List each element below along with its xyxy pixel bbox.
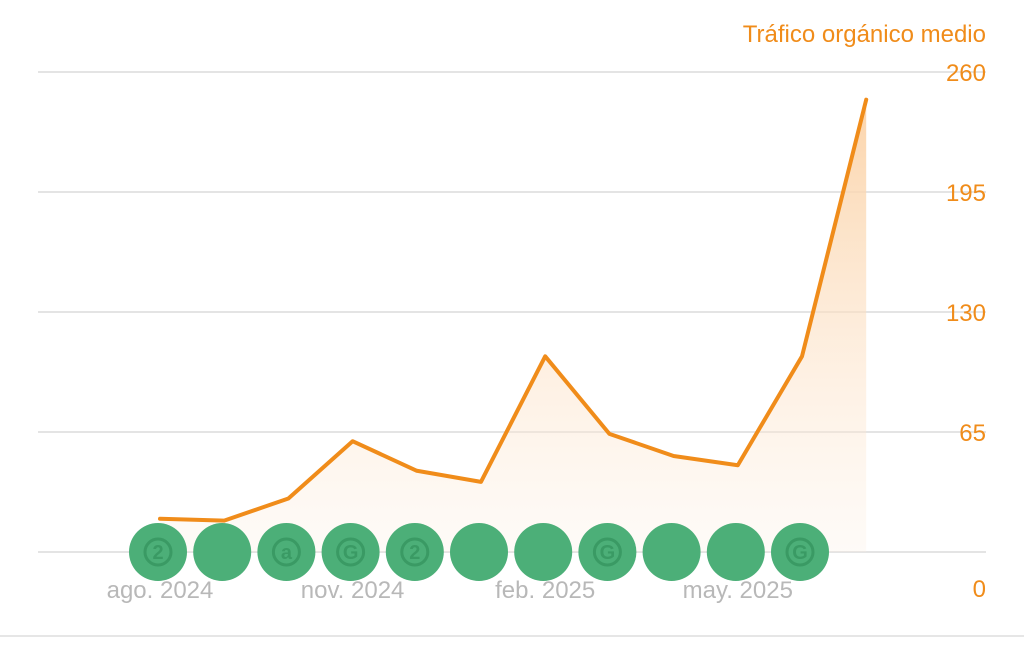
- annotation-marker: [193, 523, 252, 581]
- y-tick-label: 195: [946, 180, 986, 207]
- area-fill: [160, 99, 867, 552]
- letter-g-icon: [771, 523, 829, 581]
- annotation-marker: 2: [129, 523, 187, 581]
- x-tick-label: feb. 2025: [495, 577, 595, 604]
- marker-glyph-ring: [336, 537, 366, 567]
- annotation-marker: a: [257, 523, 316, 581]
- y-tick-label: 130: [946, 300, 986, 327]
- letter-g-icon: [578, 523, 637, 581]
- annotation-marker: [642, 523, 701, 581]
- marker-glyph: 2: [152, 542, 163, 564]
- x-tick-label: ago. 2024: [107, 577, 214, 604]
- annotation-marker: [450, 523, 508, 581]
- plain-circle-icon: [514, 523, 573, 581]
- marker-glyph: G: [343, 542, 359, 564]
- digit-2-icon: [385, 523, 444, 581]
- x-tick-labels: ago. 2024 nov. 2024 feb. 2025 may. 2025: [107, 577, 793, 604]
- x-tick-label: nov. 2024: [301, 577, 405, 604]
- y-tick-labels: 0 65 130 195 260: [946, 60, 986, 603]
- plain-circle-icon: [450, 523, 508, 581]
- marker-glyph: G: [792, 542, 808, 564]
- plain-circle-icon: [193, 523, 252, 581]
- series-line-group: [158, 97, 869, 523]
- annotation-marker: 2: [385, 523, 444, 581]
- annotation-marker: [514, 523, 573, 581]
- marker-glyph-ring: [271, 537, 301, 567]
- digit-2-icon: [129, 523, 187, 581]
- annotation-marker: G: [578, 523, 637, 581]
- marker-glyph: 2: [409, 542, 420, 564]
- marker-glyph-ring: [592, 537, 622, 567]
- annotation-marker: G: [771, 523, 829, 581]
- annotation-markers: 2 a G 2 G G: [129, 523, 829, 581]
- x-tick-label: may. 2025: [683, 577, 793, 604]
- marker-glyph-ring: [785, 537, 815, 567]
- marker-glyph-ring: [143, 537, 173, 567]
- letter-a-icon: [257, 523, 316, 581]
- marker-glyph: a: [281, 542, 293, 564]
- series-line: [158, 97, 869, 523]
- letter-g-icon: [321, 523, 380, 581]
- y-tick-label: 65: [959, 420, 986, 447]
- annotation-marker: G: [321, 523, 380, 581]
- annotation-marker: [706, 523, 765, 581]
- plain-circle-icon: [706, 523, 765, 581]
- y-tick-label: 260: [946, 60, 986, 87]
- y-axis-title: Tráfico orgánico medio: [743, 21, 986, 48]
- series-area: [160, 99, 867, 552]
- y-tick-label: 0: [973, 576, 986, 603]
- marker-glyph-ring: [400, 537, 430, 567]
- plain-circle-icon: [642, 523, 701, 581]
- marker-glyph: G: [600, 542, 616, 564]
